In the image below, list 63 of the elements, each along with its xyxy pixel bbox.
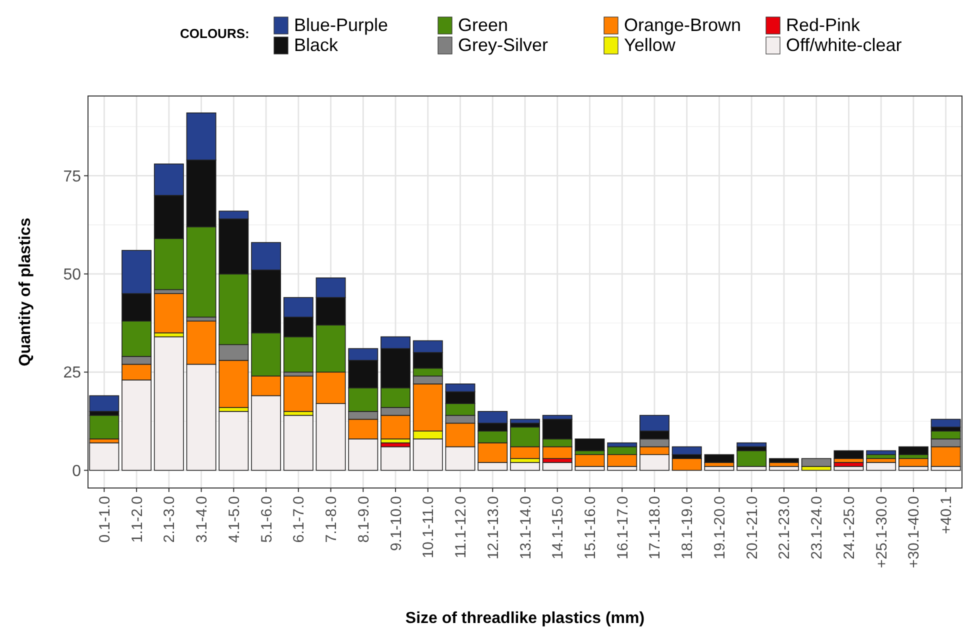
x-axis-title: Size of threadlike plastics (mm): [405, 610, 645, 627]
legend-label: Off/white-clear: [786, 35, 902, 55]
x-tick-label: 1.1-2.0: [128, 496, 146, 543]
bar: [510, 418, 540, 424]
bar: [283, 376, 314, 412]
bar: [89, 395, 120, 412]
x-tick-label: 12.1-13.0: [484, 496, 502, 560]
bar: [672, 446, 702, 456]
legend-label: Orange-Brown: [624, 15, 742, 35]
x-tick-label: 18.1-19.0: [679, 496, 696, 560]
legend-title: COLOURS:: [180, 26, 250, 41]
bar: [801, 458, 832, 467]
x-tick-label: 15.1-16.0: [582, 496, 599, 560]
bar: [380, 446, 410, 471]
legend-label: Grey-Silver: [458, 35, 548, 55]
x-tick-label: +30.1-40.0: [906, 496, 923, 568]
x-tick-label: 8.1-9.0: [355, 496, 372, 543]
x-tick-label: 9.1-10.0: [388, 496, 405, 552]
bar: [736, 442, 767, 448]
bar: [898, 458, 928, 467]
x-tick-label: 24.1-25.0: [840, 496, 858, 560]
x-tick-label: +40.1: [938, 496, 956, 534]
y-axis-title: Quantity of plastics: [17, 218, 34, 366]
x-tick-label: 3.1-4.0: [194, 496, 211, 543]
x-tick-label: 23.1-24.0: [808, 496, 826, 560]
bar: [930, 418, 961, 428]
x-tick-label: 2.1-3.0: [161, 496, 178, 543]
legend-label: Red-Pink: [786, 15, 862, 35]
bar: [768, 458, 799, 463]
x-tick-label: 4.1-5.0: [226, 496, 243, 543]
legend-label: Green: [458, 15, 508, 35]
bar: [89, 414, 120, 440]
x-tick-label: 13.1-14.0: [517, 496, 534, 560]
bar: [154, 293, 184, 334]
x-tick-label: 0.1-1.0: [96, 496, 114, 543]
y-tick-label: 50: [63, 266, 82, 284]
bar: [736, 450, 767, 467]
bar: [834, 450, 864, 459]
x-tick-label: 10.1-11.0: [420, 496, 438, 558]
x-tick-label: 16.1-17.0: [614, 496, 632, 560]
y-tick-label: 75: [63, 168, 82, 186]
legend-label: Blue-Purple: [294, 15, 388, 35]
y-tick-label: 0: [72, 462, 82, 480]
x-tick-label: 11.1-12.0: [452, 496, 470, 558]
x-tick-label: 6.1-7.0: [290, 496, 308, 543]
x-tick-label: 14.1-15.0: [550, 496, 567, 560]
bar: [574, 438, 605, 452]
x-tick-label: 5.1-6.0: [258, 496, 276, 543]
bar: [866, 450, 896, 456]
bar: [89, 442, 120, 471]
y-tick-label: 25: [63, 364, 82, 382]
bar: [574, 454, 605, 467]
x-tick-label: 7.1-8.0: [323, 496, 340, 543]
bar: [704, 454, 734, 463]
x-tick-label: +25.1-30.0: [873, 496, 890, 568]
x-tick-label: 17.1-18.0: [646, 496, 664, 560]
legend-label: Yellow: [624, 35, 676, 55]
x-tick-label: 19.1-20.0: [711, 496, 728, 560]
legend-label: Black: [294, 35, 340, 55]
bar: [672, 458, 702, 471]
x-tick-label: 22.1-23.0: [776, 496, 794, 560]
x-tick-label: 20.1-21.0: [744, 496, 761, 560]
bar: [898, 446, 928, 456]
